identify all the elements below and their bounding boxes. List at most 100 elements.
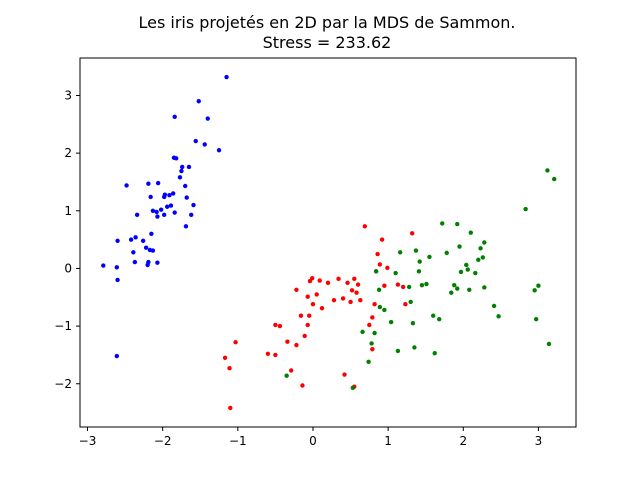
data-point-s1-40 (370, 315, 375, 320)
data-point-s0-32 (161, 212, 167, 218)
data-point-s2-11 (395, 348, 401, 354)
data-point-s0-49 (205, 116, 210, 121)
data-point-s1-15 (305, 322, 310, 328)
data-point-s0-20 (150, 248, 156, 253)
data-point-s0-0 (101, 263, 106, 268)
chart-title: Les iris projetés en 2D par la MDS de Sa… (138, 13, 515, 32)
data-point-s2-34 (458, 269, 464, 275)
data-point-s0-25 (158, 207, 164, 212)
data-point-s0-36 (172, 210, 177, 215)
data-point-s1-25 (331, 297, 337, 303)
data-point-s1-22 (317, 278, 322, 283)
data-point-s0-34 (173, 156, 179, 161)
data-point-s1-32 (352, 276, 357, 282)
data-point-s2-50 (536, 283, 541, 288)
x-tick-label: −1 (229, 434, 247, 448)
data-point-s1-36 (358, 297, 363, 303)
data-point-s0-9 (131, 250, 136, 255)
data-point-s0-17 (146, 181, 151, 186)
data-point-s1-20 (310, 301, 316, 307)
data-point-s1-8 (285, 339, 290, 344)
data-point-s2-24 (431, 313, 436, 318)
data-point-s1-3 (233, 340, 238, 345)
data-point-s2-45 (491, 303, 497, 309)
data-point-s2-27 (440, 221, 445, 226)
data-point-s0-46 (193, 138, 198, 144)
data-point-s0-35 (172, 114, 177, 120)
data-point-s1-6 (273, 352, 278, 358)
y-tick-label: 0 (64, 261, 72, 275)
y-tick-label: −1 (54, 319, 72, 333)
data-point-s0-48 (202, 142, 207, 147)
data-point-s1-46 (382, 283, 387, 288)
data-point-s1-16 (305, 294, 310, 299)
data-point-s0-19 (150, 208, 156, 213)
data-point-s2-14 (406, 284, 412, 290)
data-point-s1-5 (273, 322, 278, 328)
data-point-s1-41 (372, 301, 377, 307)
data-point-s0-24 (155, 260, 160, 265)
data-points (101, 74, 557, 411)
data-point-s2-47 (523, 206, 528, 212)
data-point-s1-17 (307, 313, 312, 318)
data-point-s0-39 (180, 164, 185, 170)
data-point-s1-1 (227, 365, 232, 371)
data-point-s1-35 (355, 282, 361, 287)
data-point-s1-12 (298, 313, 304, 318)
data-point-s1-9 (288, 368, 294, 373)
data-point-s0-38 (179, 168, 184, 174)
data-point-s2-31 (455, 286, 460, 291)
plot-area-frame (79, 57, 577, 428)
data-point-s2-23 (427, 254, 432, 260)
data-point-s2-15 (408, 299, 413, 305)
data-point-s0-27 (164, 204, 170, 209)
data-point-s1-21 (314, 292, 319, 297)
data-point-s2-52 (546, 341, 552, 347)
data-point-s2-53 (552, 176, 557, 182)
data-point-s1-24 (325, 280, 331, 286)
data-point-s1-48 (395, 282, 401, 287)
data-point-s2-43 (482, 285, 487, 290)
data-point-s2-1 (350, 385, 355, 390)
data-point-s0-31 (161, 194, 167, 200)
data-point-s2-3 (366, 359, 371, 365)
data-point-s0-4 (114, 353, 120, 359)
data-point-s1-23 (319, 306, 325, 311)
y-tick-label: −2 (54, 377, 72, 391)
data-point-s0-28 (167, 193, 172, 198)
data-point-s2-6 (373, 269, 379, 274)
data-point-s2-41 (478, 246, 483, 251)
data-point-s1-14 (302, 333, 307, 339)
data-point-s2-10 (388, 319, 394, 325)
data-point-s0-40 (183, 183, 188, 189)
data-point-s2-4 (369, 341, 374, 346)
y-axis: −2 −1 0 1 2 3 (54, 88, 80, 391)
data-point-s0-7 (133, 235, 138, 240)
data-point-s0-43 (186, 164, 192, 170)
x-tick-label: 3 (535, 434, 543, 448)
data-point-s0-2 (114, 265, 120, 270)
data-point-s2-20 (417, 259, 422, 264)
data-point-s1-13 (300, 383, 305, 388)
data-point-s2-2 (360, 329, 365, 335)
data-point-s1-30 (348, 299, 353, 305)
data-point-s1-34 (354, 290, 359, 295)
data-point-s1-27 (340, 296, 346, 301)
data-point-s0-1 (115, 238, 120, 243)
data-point-s1-39 (370, 346, 375, 352)
data-point-s0-37 (177, 175, 183, 180)
x-tick-label: −2 (154, 434, 172, 448)
data-point-s0-23 (155, 180, 161, 186)
chart-subtitle: Stress = 233.62 (263, 33, 392, 52)
data-point-s2-12 (393, 270, 398, 276)
data-point-s2-13 (397, 250, 403, 255)
data-point-s2-38 (468, 230, 473, 235)
data-point-s2-33 (457, 244, 462, 249)
data-point-s2-25 (432, 351, 437, 356)
data-point-s1-0 (222, 355, 228, 361)
data-point-s2-46 (496, 314, 501, 319)
data-point-s1-4 (265, 351, 271, 356)
data-point-s1-38 (367, 322, 372, 328)
data-point-s2-18 (413, 248, 419, 253)
data-point-s2-29 (449, 290, 454, 295)
